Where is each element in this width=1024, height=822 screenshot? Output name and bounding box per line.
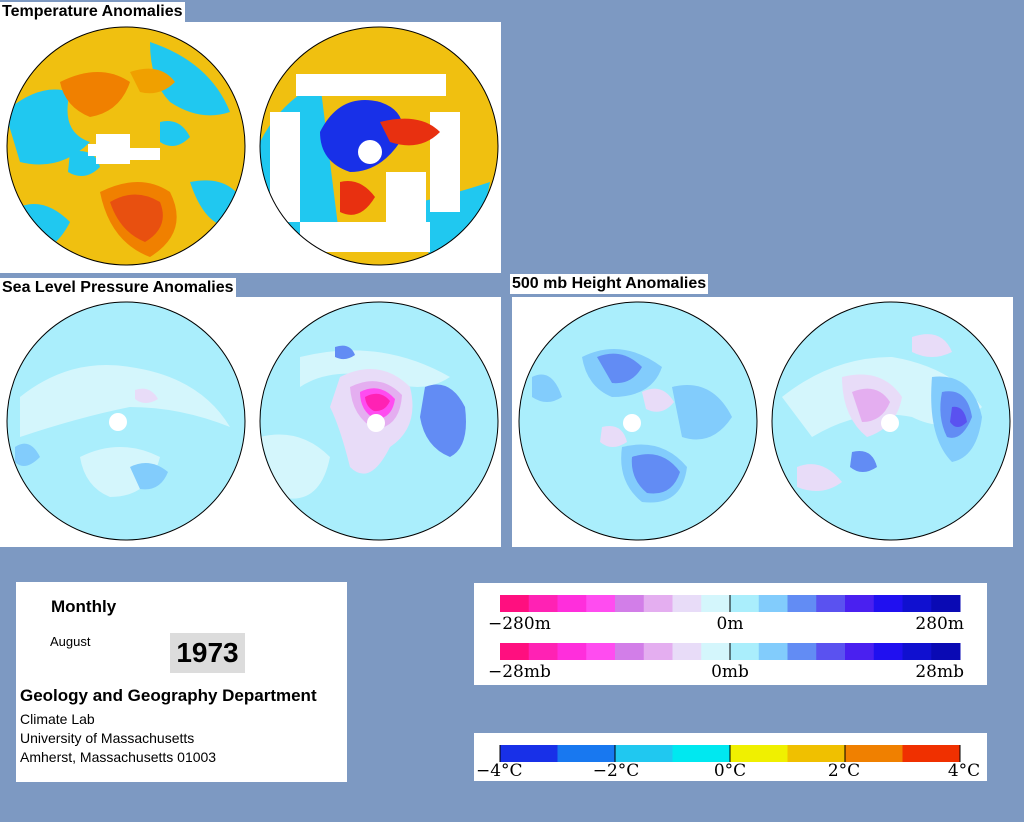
height-scale-swatch [701,595,731,612]
height-scale-swatch [500,595,530,612]
year-label: 1973 [170,633,245,673]
pressure-scale-swatch [528,643,558,660]
pressure-scale-swatch [758,643,788,660]
anomaly-color-scales: −280m 0m 280m −28mb 0mb 28mb [474,583,987,685]
height-scale-max: 280m [915,614,964,634]
pressure-scale-swatch [557,643,587,660]
period-label: Monthly [51,597,117,616]
temperature-scale-swatch [615,745,673,762]
temperature-color-scale [499,745,961,762]
temperature-scale-swatch [787,745,846,762]
northern-hemisphere-pressure-map [6,301,246,541]
pressure-scale-swatch [845,643,875,660]
pressure-scale-swatch [586,643,616,660]
month-label: August [50,634,91,649]
pressure-scale-swatch [816,643,846,660]
pressure-scale-swatch [787,643,817,660]
pressure-color-scale [500,643,961,660]
temperature-anomalies-panel [0,22,501,273]
northern-hemisphere-height-map [518,301,758,541]
temp-scale-zero: 0°C [714,761,746,781]
temperature-color-scale-box: −4°C −2°C 0°C 2°C 4°C [474,733,987,781]
height-color-scale [500,595,961,612]
pressure-scale-swatch [931,643,961,660]
slp-anomalies-panel [0,297,501,547]
height-scale-swatch [902,595,932,612]
pressure-scale-swatch [643,643,673,660]
pressure-scale-swatch [730,643,760,660]
temperature-scale-swatch [845,745,903,762]
pressure-scale-max: 28mb [915,662,964,682]
height-500mb-anomalies-title: 500 mb Height Anomalies [510,274,709,294]
height-scale-swatch [730,595,760,612]
temperature-scale-swatch [500,745,558,762]
temperature-scale-swatch [557,745,616,762]
temp-scale-minus4: −4°C [476,761,523,781]
southern-hemisphere-height-map [771,301,1011,541]
temp-scale-minus2: −2°C [593,761,640,781]
pressure-scale-zero: 0mb [711,662,749,682]
height-scale-zero: 0m [717,614,744,634]
address-label: Amherst, Massachusetts 01003 [20,749,217,765]
pressure-scale-swatch [873,643,903,660]
lab-label: Climate Lab [20,711,95,727]
temperature-anomalies-title: Temperature Anomalies [0,2,185,22]
pressure-scale-swatch [672,643,702,660]
southern-hemisphere-temperature-map [259,26,499,266]
height-scale-swatch [816,595,846,612]
temperature-scale-swatch [730,745,788,762]
height-scale-swatch [615,595,645,612]
height-scale-swatch [586,595,616,612]
temperature-scale-swatch [902,745,961,762]
height-500mb-anomalies-panel [512,297,1013,547]
pressure-scale-min: −28mb [488,662,551,682]
northern-hemisphere-temperature-map [6,26,246,266]
temp-scale-plus2: 2°C [828,761,860,781]
height-scale-swatch [873,595,903,612]
temp-scale-plus4: 4°C [948,761,980,781]
pressure-scale-swatch [500,643,530,660]
height-scale-swatch [643,595,673,612]
southern-hemisphere-pressure-map [259,301,499,541]
pressure-scale-swatch [902,643,932,660]
height-scale-swatch [758,595,788,612]
pressure-scale-swatch [701,643,731,660]
slp-anomalies-title: Sea Level Pressure Anomalies [0,278,236,298]
height-scale-swatch [672,595,702,612]
temperature-scale-swatch [672,745,731,762]
height-scale-min: −280m [488,614,551,634]
university-label: University of Massachusetts [20,730,195,746]
height-scale-swatch [557,595,587,612]
height-scale-swatch [528,595,558,612]
department-label: Geology and Geography Department [20,686,317,705]
info-box: Monthly August 1973 Geology and Geograph… [16,582,347,782]
height-scale-swatch [845,595,875,612]
height-scale-swatch [787,595,817,612]
pressure-scale-swatch [615,643,645,660]
height-scale-swatch [931,595,961,612]
